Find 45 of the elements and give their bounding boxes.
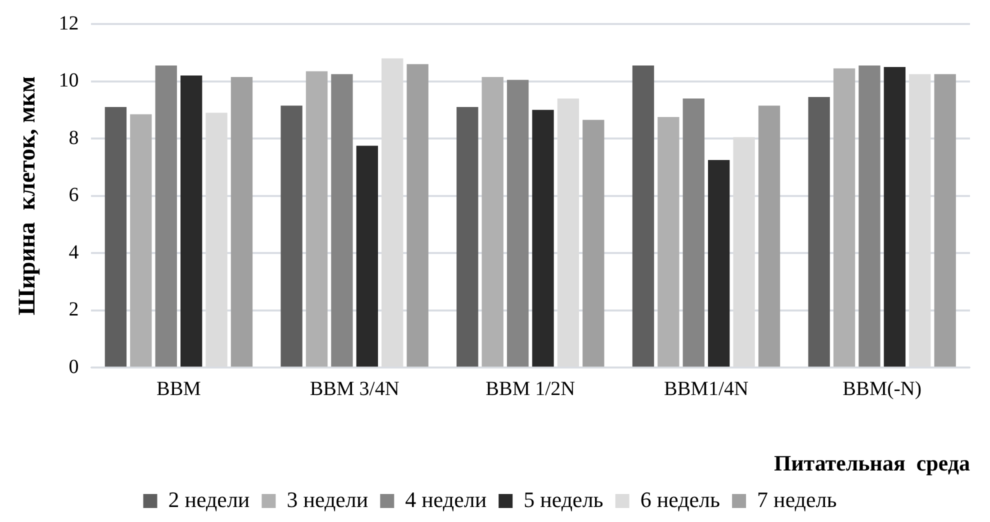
bar	[658, 117, 680, 367]
bar	[582, 120, 604, 367]
legend-label: 7 недель	[757, 486, 837, 512]
x-tick-label: BBM 1/2N	[486, 378, 576, 400]
bar	[884, 66, 906, 367]
x-tick-label: BBM	[156, 378, 202, 400]
bar	[230, 76, 253, 367]
bar	[356, 146, 378, 367]
bar	[808, 97, 830, 367]
bar	[682, 98, 704, 367]
x-tick-label: BBM1/4N	[664, 378, 748, 400]
legend-label: 5 недель	[524, 486, 604, 512]
bar	[632, 66, 654, 367]
y-tick-label: 4	[68, 241, 79, 264]
y-tick-label: 2	[68, 298, 79, 321]
bar	[532, 110, 554, 367]
bar	[280, 106, 302, 367]
bar	[456, 107, 478, 367]
bar	[482, 76, 504, 367]
legend-label: 6 недель	[640, 486, 720, 512]
x-axis-title: Питательная среда	[774, 450, 970, 476]
y-tick-label: 10	[58, 70, 79, 92]
bar	[858, 66, 880, 367]
x-tick-label: BBM 3/4N	[310, 378, 400, 400]
bar	[130, 114, 152, 367]
legend-label: 4 недели	[405, 486, 487, 512]
x-tick-label: BBM(-N)	[842, 378, 922, 400]
y-tick-label: 12	[58, 12, 79, 34]
bar	[155, 66, 177, 367]
bar	[708, 160, 730, 367]
bar	[104, 107, 127, 367]
y-axis-title: Ширина клеток, мкм	[14, 76, 41, 316]
legend-label: 2 недели	[168, 486, 250, 512]
y-tick-label: 8	[68, 126, 79, 149]
bar	[406, 64, 428, 367]
legend-label: 3 недели	[286, 486, 368, 512]
bar	[306, 71, 328, 367]
bar	[833, 68, 856, 367]
bar	[331, 74, 353, 367]
y-tick-label: 0	[68, 356, 79, 378]
bar	[758, 106, 780, 367]
bar	[506, 80, 529, 367]
bar	[180, 76, 202, 367]
y-tick-label: 6	[68, 184, 79, 206]
bar	[934, 74, 956, 367]
